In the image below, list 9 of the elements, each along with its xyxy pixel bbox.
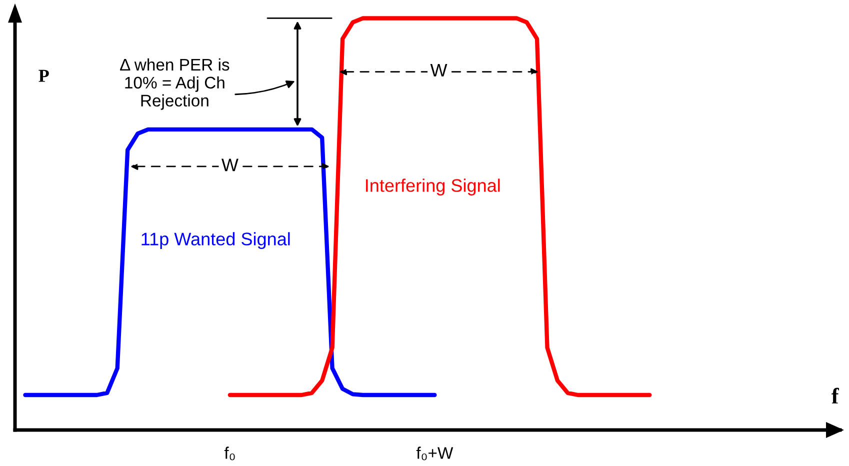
series-label: Interfering Signal — [366, 178, 500, 196]
x-tick-label: f₀ — [224, 446, 235, 460]
y-axis-title: P — [38, 70, 49, 82]
x-tick-label: f₀+W — [416, 446, 454, 460]
annotation: W — [430, 64, 448, 76]
x-axis-title: f — [832, 388, 839, 404]
annotation: Δ when PER is 10% = Adj Ch Rejection — [120, 58, 230, 110]
annotation: W — [222, 158, 238, 172]
series-label: 11p Wanted Signal — [142, 232, 290, 250]
